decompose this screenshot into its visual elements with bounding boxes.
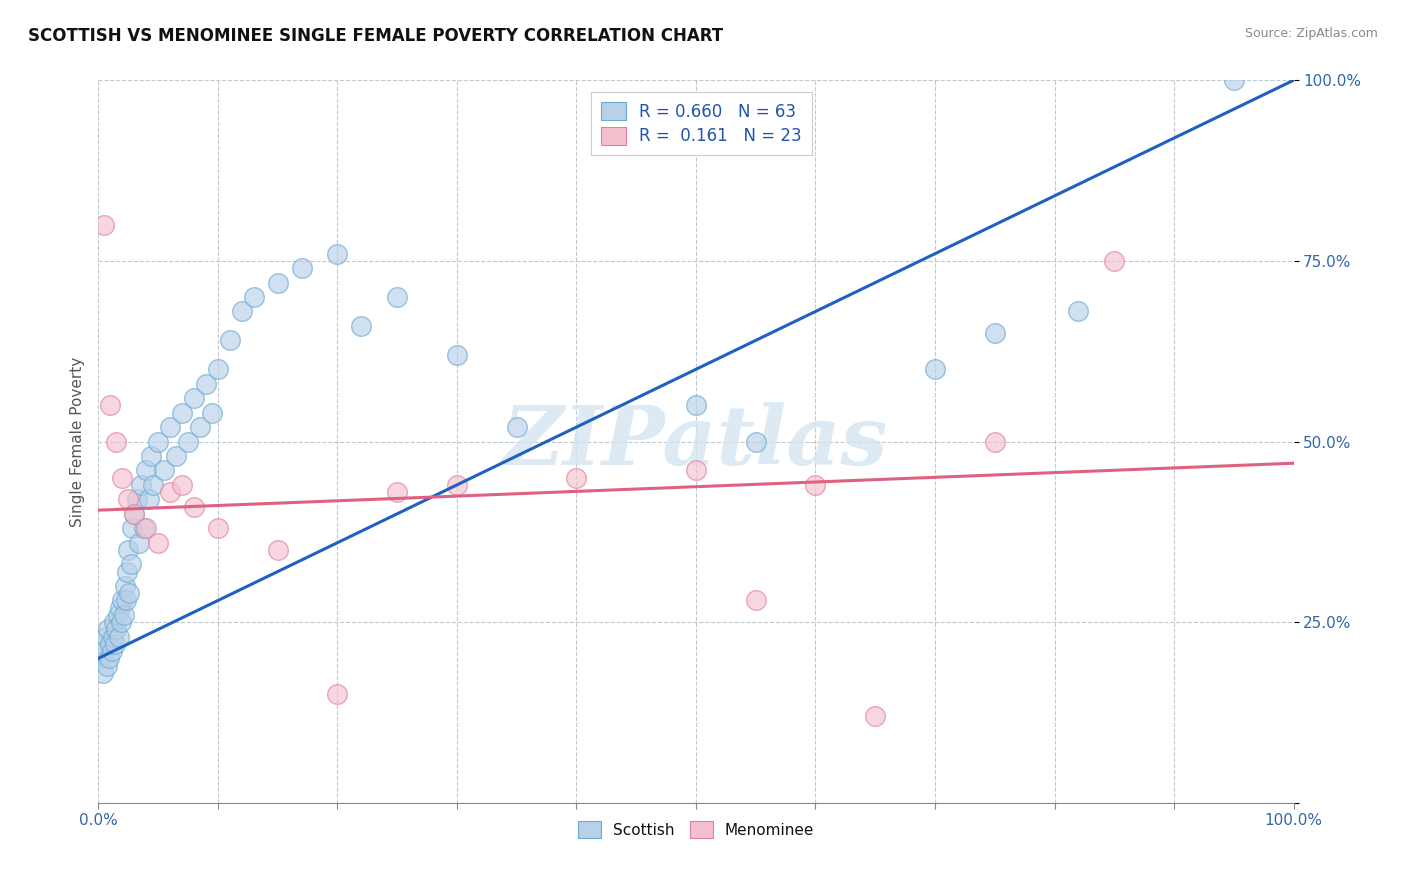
Point bbox=[148, 434, 170, 449]
Point bbox=[984, 434, 1007, 449]
Point bbox=[172, 478, 194, 492]
Point bbox=[745, 434, 768, 449]
Point bbox=[172, 406, 194, 420]
Point bbox=[291, 261, 314, 276]
Point bbox=[124, 507, 146, 521]
Point bbox=[446, 478, 468, 492]
Point bbox=[804, 478, 827, 492]
Point bbox=[125, 492, 148, 507]
Point bbox=[94, 630, 117, 644]
Point bbox=[132, 521, 155, 535]
Point bbox=[115, 593, 138, 607]
Point bbox=[112, 607, 135, 622]
Point bbox=[165, 449, 187, 463]
Point bbox=[231, 304, 253, 318]
Point bbox=[139, 449, 162, 463]
Point bbox=[243, 290, 266, 304]
Point bbox=[745, 593, 768, 607]
Point bbox=[506, 420, 529, 434]
Point bbox=[114, 579, 136, 593]
Point bbox=[96, 658, 118, 673]
Point bbox=[101, 630, 124, 644]
Point bbox=[326, 687, 349, 701]
Point bbox=[267, 276, 290, 290]
Point bbox=[97, 623, 120, 637]
Point bbox=[446, 348, 468, 362]
Point bbox=[111, 593, 134, 607]
Point bbox=[103, 615, 125, 630]
Point bbox=[183, 500, 205, 514]
Point bbox=[148, 535, 170, 549]
Point bbox=[195, 376, 218, 391]
Point bbox=[135, 521, 157, 535]
Point bbox=[107, 630, 129, 644]
Point bbox=[90, 651, 112, 665]
Text: SCOTTISH VS MENOMINEE SINGLE FEMALE POVERTY CORRELATION CHART: SCOTTISH VS MENOMINEE SINGLE FEMALE POVE… bbox=[28, 27, 723, 45]
Point bbox=[177, 434, 200, 449]
Point bbox=[110, 615, 132, 630]
Point bbox=[105, 434, 128, 449]
Point bbox=[1223, 73, 1246, 87]
Point bbox=[107, 607, 129, 622]
Legend: Scottish, Menominee: Scottish, Menominee bbox=[569, 814, 823, 846]
Point bbox=[385, 485, 409, 500]
Point bbox=[153, 463, 176, 477]
Point bbox=[117, 542, 139, 557]
Point bbox=[135, 463, 157, 477]
Point bbox=[984, 326, 1007, 340]
Point bbox=[142, 478, 165, 492]
Point bbox=[565, 470, 588, 484]
Point bbox=[124, 507, 146, 521]
Point bbox=[98, 651, 121, 665]
Point bbox=[207, 521, 229, 535]
Point bbox=[159, 420, 181, 434]
Point bbox=[91, 665, 114, 680]
Point bbox=[93, 218, 115, 232]
Point bbox=[117, 492, 139, 507]
Point bbox=[1104, 253, 1126, 268]
Point bbox=[104, 637, 127, 651]
Point bbox=[326, 246, 349, 260]
Point bbox=[121, 521, 143, 535]
Point bbox=[100, 644, 122, 658]
Point bbox=[1067, 304, 1090, 318]
Point bbox=[350, 318, 373, 333]
Point bbox=[188, 420, 211, 434]
Point bbox=[183, 391, 205, 405]
Point bbox=[128, 535, 150, 549]
Point bbox=[111, 470, 134, 484]
Point bbox=[108, 600, 131, 615]
Point bbox=[267, 542, 290, 557]
Point bbox=[118, 586, 141, 600]
Point bbox=[115, 565, 138, 579]
Text: ZIPatlas: ZIPatlas bbox=[503, 401, 889, 482]
Point bbox=[138, 492, 160, 507]
Point bbox=[685, 398, 707, 412]
Point bbox=[91, 637, 114, 651]
Point bbox=[207, 362, 229, 376]
Point bbox=[685, 463, 707, 477]
Y-axis label: Single Female Poverty: Single Female Poverty bbox=[69, 357, 84, 526]
Point bbox=[120, 558, 142, 572]
Point bbox=[98, 398, 122, 412]
Point bbox=[98, 637, 122, 651]
Point bbox=[385, 290, 409, 304]
Text: Source: ZipAtlas.com: Source: ZipAtlas.com bbox=[1244, 27, 1378, 40]
Point bbox=[105, 623, 128, 637]
Point bbox=[201, 406, 224, 420]
Point bbox=[219, 334, 242, 348]
Point bbox=[865, 709, 887, 723]
Point bbox=[93, 644, 115, 658]
Point bbox=[159, 485, 181, 500]
Point bbox=[924, 362, 946, 376]
Point bbox=[131, 478, 153, 492]
